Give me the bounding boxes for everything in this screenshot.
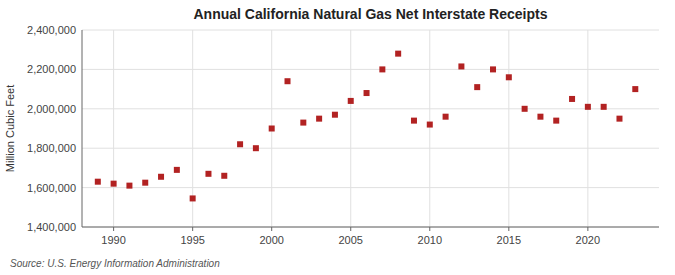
point bbox=[221, 173, 227, 179]
point bbox=[316, 116, 322, 122]
x-tick bbox=[271, 227, 272, 231]
point bbox=[553, 118, 559, 124]
point bbox=[632, 86, 638, 92]
x-tick bbox=[429, 227, 430, 231]
y-grid-line bbox=[82, 148, 659, 149]
point bbox=[490, 66, 496, 72]
x-grid-line bbox=[508, 30, 509, 227]
y-grid-line bbox=[82, 187, 659, 188]
x-grid-line bbox=[429, 30, 430, 227]
point bbox=[427, 122, 433, 128]
y-grid-line bbox=[82, 227, 659, 228]
point bbox=[601, 104, 607, 110]
point bbox=[364, 90, 370, 96]
x-tick-label: 2015 bbox=[497, 234, 521, 246]
points bbox=[95, 51, 638, 202]
point bbox=[569, 96, 575, 102]
x-tick bbox=[350, 227, 351, 231]
y-tick-label: 1,400,000 bbox=[27, 221, 76, 233]
chart-title: Annual California Natural Gas Net Inters… bbox=[194, 6, 548, 22]
chart-svg: Annual California Natural Gas Net Inters… bbox=[0, 0, 675, 275]
point bbox=[126, 183, 132, 189]
y-axis-label: Million Cubic Feet bbox=[4, 85, 16, 172]
point bbox=[379, 66, 385, 72]
x-tick bbox=[587, 227, 588, 231]
y-tick-label: 1,600,000 bbox=[27, 182, 76, 194]
point bbox=[95, 179, 101, 185]
point bbox=[474, 84, 480, 90]
point bbox=[348, 98, 354, 104]
x-tick-label: 2010 bbox=[418, 234, 442, 246]
point bbox=[443, 114, 449, 120]
y-grid-line bbox=[82, 69, 659, 70]
y-axis-line bbox=[82, 30, 83, 227]
point bbox=[537, 114, 543, 120]
y-grid-line bbox=[82, 108, 659, 109]
x-tick-label: 2005 bbox=[338, 234, 362, 246]
point bbox=[332, 112, 338, 118]
point bbox=[190, 195, 196, 201]
point bbox=[616, 116, 622, 122]
point bbox=[205, 171, 211, 177]
grid bbox=[82, 30, 659, 227]
point bbox=[395, 51, 401, 57]
chart-container: Annual California Natural Gas Net Inters… bbox=[0, 0, 675, 275]
y-tick-label: 2,000,000 bbox=[27, 103, 76, 115]
point bbox=[111, 181, 117, 187]
x-tick bbox=[192, 227, 193, 231]
point bbox=[411, 118, 417, 124]
point bbox=[522, 106, 528, 112]
y-grid-line bbox=[82, 30, 659, 31]
y-tick-label: 2,200,000 bbox=[27, 63, 76, 75]
point bbox=[269, 126, 275, 132]
x-grid-line bbox=[587, 30, 588, 227]
x-tick bbox=[508, 227, 509, 231]
x-grid-line bbox=[113, 30, 114, 227]
x-tick-label: 1995 bbox=[180, 234, 204, 246]
x-tick-label: 1990 bbox=[101, 234, 125, 246]
x-tick bbox=[113, 227, 114, 231]
point bbox=[585, 104, 591, 110]
axes: 1,400,000 1,600,000 1,800,000 2,000,000 2,20… bbox=[27, 24, 659, 246]
point bbox=[253, 145, 259, 151]
x-axis-line bbox=[82, 227, 659, 228]
point bbox=[300, 120, 306, 126]
x-tick-label: 2000 bbox=[259, 234, 283, 246]
point bbox=[158, 174, 164, 180]
point bbox=[237, 141, 243, 147]
y-tick-label: 1,800,000 bbox=[27, 142, 76, 154]
y-tick-label: 2,400,000 bbox=[27, 24, 76, 36]
point bbox=[458, 63, 464, 69]
point bbox=[142, 180, 148, 186]
x-tick-label: 2020 bbox=[576, 234, 600, 246]
point bbox=[174, 167, 180, 173]
source-note: Source: U.S. Energy Information Administ… bbox=[10, 258, 220, 269]
x-grid-line bbox=[350, 30, 351, 227]
point bbox=[506, 74, 512, 80]
point bbox=[285, 78, 291, 84]
